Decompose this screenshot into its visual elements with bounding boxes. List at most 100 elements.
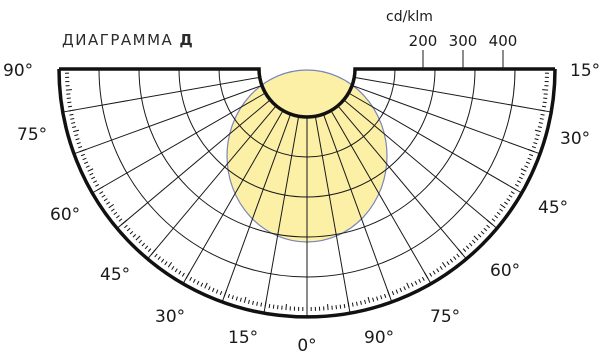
degree-tick (264, 300, 267, 308)
degree-tick (376, 296, 379, 301)
degree-tick (364, 299, 367, 304)
degree-tick (538, 109, 546, 112)
degree-tick (223, 289, 228, 297)
grid-radial (147, 105, 277, 260)
grid-radial (116, 99, 271, 229)
degree-tick (403, 286, 406, 291)
grid-radial (330, 110, 432, 285)
degree-tick (494, 215, 499, 219)
degree-tick (534, 129, 541, 133)
degree-tick (540, 113, 545, 116)
degree-tick (178, 270, 182, 275)
degree-tick (121, 219, 128, 225)
degree-tick (82, 157, 87, 161)
degree-tick (508, 194, 513, 198)
degree-tick (424, 272, 429, 279)
degree-tick (483, 227, 488, 232)
degree-tick (496, 211, 501, 216)
degree-tick (124, 224, 128, 229)
grid-radial (322, 113, 393, 303)
degree-tick (542, 101, 547, 104)
degree-tick (129, 230, 134, 235)
degree-tick (243, 296, 247, 303)
degree-tick (465, 245, 470, 250)
degree-tick (80, 153, 85, 157)
degree-tick (227, 293, 230, 298)
degree-tick (126, 227, 131, 232)
degree-tick (147, 248, 152, 252)
angle-label-right: 60° (490, 261, 520, 281)
degree-tick (260, 302, 263, 307)
degree-tick (538, 122, 543, 124)
degree-tick (67, 105, 73, 108)
degree-tick (449, 258, 454, 263)
degree-tick (384, 293, 387, 298)
angle-label-right: 90° (364, 328, 394, 348)
degree-tick (510, 186, 517, 191)
degree-tick (457, 248, 463, 255)
degree-tick (154, 253, 158, 258)
degree-tick (132, 233, 137, 238)
degree-tick (477, 233, 482, 238)
degree-tick (110, 208, 115, 212)
degree-tick (516, 180, 521, 184)
degree-tick (339, 304, 342, 309)
degree-tick (421, 276, 425, 281)
degree-tick (525, 161, 530, 165)
degree-tick (524, 165, 529, 168)
degree-tick (108, 203, 114, 209)
degree-tick (527, 157, 532, 161)
degree-tick (537, 126, 542, 129)
degree-tick (453, 256, 457, 261)
degree-tick (506, 198, 511, 202)
degree-tick (141, 242, 146, 247)
grid-radial (337, 105, 467, 260)
radial-tick-label: 300 (449, 32, 478, 50)
degree-tick (138, 239, 143, 244)
degree-tick (510, 191, 515, 195)
degree-tick (414, 280, 418, 285)
outer-rim (57, 68, 557, 319)
degree-tick (174, 268, 178, 273)
degree-tick (380, 295, 383, 300)
degree-tick (410, 282, 414, 287)
degree-tick (235, 296, 238, 301)
chart-title-text: ДИАГРАММА (62, 31, 174, 49)
degree-tick (95, 183, 100, 187)
degree-tick (468, 242, 473, 247)
degree-tick (67, 101, 72, 104)
degree-tick (347, 300, 350, 308)
degree-tick (65, 89, 72, 91)
degree-tick (535, 134, 540, 137)
angle-label-right: 30° (560, 129, 590, 149)
degree-tick (486, 219, 493, 225)
degree-tick (355, 301, 358, 306)
degree-tick (78, 146, 83, 149)
grid-radial (91, 92, 266, 194)
degree-tick (115, 215, 120, 219)
angle-label-right: 75° (430, 307, 460, 327)
degree-tick (75, 138, 80, 141)
degree-tick (68, 109, 76, 112)
grid-radial (62, 76, 260, 113)
degree-tick (529, 153, 534, 157)
degree-tick (327, 304, 329, 311)
degree-tick (167, 262, 173, 268)
degree-tick (196, 280, 200, 285)
degree-tick (462, 248, 467, 252)
degree-tick (204, 282, 208, 289)
degree-tick (343, 303, 346, 309)
radial-tick-label: 400 (489, 32, 518, 50)
angle-label-left: 45° (100, 265, 130, 285)
degree-tick (351, 302, 354, 307)
degree-tick (518, 176, 523, 180)
degree-tick (272, 304, 275, 309)
degree-tick (144, 245, 149, 250)
degree-tick (418, 278, 422, 283)
degree-tick (97, 186, 104, 191)
degree-tick (531, 146, 536, 149)
degree-tick (533, 142, 538, 145)
degree-tick (99, 191, 104, 195)
grid-radial (73, 84, 263, 155)
angle-label-left: 75° (17, 125, 47, 145)
